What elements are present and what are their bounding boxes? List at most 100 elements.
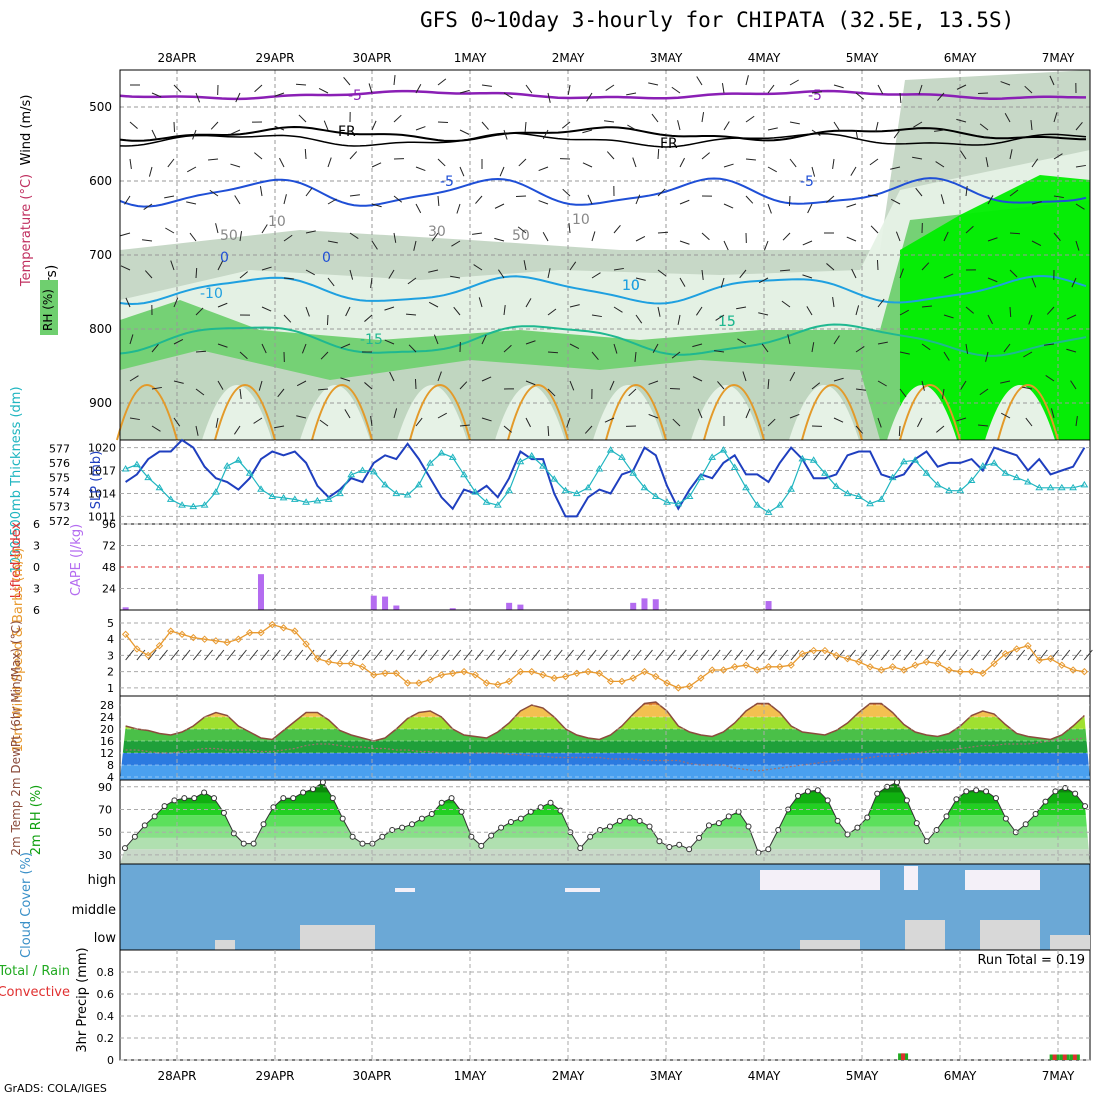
wind-barb-upper bbox=[635, 277, 646, 281]
rh-legend-swatch bbox=[40, 280, 58, 335]
rh-marker bbox=[537, 804, 544, 811]
wind-speed-marker bbox=[843, 654, 852, 663]
wind-barb-upper bbox=[317, 388, 329, 391]
temp-tick-label: 24 bbox=[100, 711, 114, 724]
surface-wind-barb bbox=[598, 649, 608, 661]
wind-barb-upper bbox=[515, 195, 527, 198]
wind-barb-upper bbox=[327, 277, 335, 287]
slp-tick-label: 1014 bbox=[88, 487, 116, 500]
surface-wind-barb bbox=[587, 649, 597, 661]
surface-wind-barb bbox=[542, 649, 552, 661]
surface-wind-barb bbox=[497, 649, 507, 661]
wind-barb-upper bbox=[525, 340, 536, 345]
wind-barb-upper bbox=[393, 232, 397, 243]
wind-barb-upper bbox=[1000, 81, 1011, 86]
wind-speed-marker bbox=[855, 658, 863, 666]
wind-barb-upper bbox=[869, 158, 879, 166]
rh-marker bbox=[646, 823, 653, 830]
wind-speed-marker bbox=[324, 658, 333, 666]
surface-wind-barb bbox=[260, 649, 270, 661]
thickness-marker bbox=[854, 492, 863, 499]
convective-bar bbox=[1062, 1054, 1067, 1060]
surface-wind-barb bbox=[339, 649, 349, 661]
wind-barb-upper bbox=[566, 417, 571, 428]
wind-barb-upper bbox=[739, 269, 747, 279]
wind-speed-marker bbox=[900, 666, 908, 674]
pressure-tick-label: 800 bbox=[89, 322, 112, 336]
precip-label: 3hr Precip (mm) bbox=[75, 947, 90, 1052]
lifted-index-label: Lifted Index bbox=[9, 521, 24, 598]
wind-barb-upper bbox=[921, 343, 931, 351]
rh-marker bbox=[587, 833, 594, 840]
thickness-marker bbox=[257, 485, 265, 492]
credit-label: GrADS: COLA/IGES bbox=[4, 1082, 107, 1095]
contour-label: -15 bbox=[360, 332, 383, 348]
wind-barb-upper bbox=[296, 415, 307, 419]
wind-barb-upper bbox=[368, 83, 373, 94]
wind-speed-marker bbox=[809, 646, 818, 655]
wind-speed-marker bbox=[144, 651, 152, 660]
surface-wind-barb bbox=[407, 649, 417, 661]
wind-barb-upper bbox=[129, 121, 138, 129]
wind-barb-upper bbox=[811, 129, 821, 137]
surface-wind-barb bbox=[858, 649, 868, 661]
wind-barb-upper bbox=[613, 267, 624, 271]
wind-barb-upper bbox=[867, 194, 879, 197]
high-cloud-patch bbox=[965, 870, 1040, 890]
wind-speed-marker bbox=[257, 629, 265, 637]
wind-speed-marker bbox=[1080, 667, 1089, 676]
wind-speed-marker bbox=[403, 679, 412, 687]
wind-speed-marker bbox=[708, 666, 716, 674]
surface-wind-barb bbox=[429, 649, 439, 661]
rh-marker bbox=[844, 831, 851, 838]
thickness-marker bbox=[584, 483, 592, 491]
contour-label: 50 bbox=[512, 228, 530, 244]
surface-wind-barb bbox=[835, 649, 845, 661]
wind-barb-upper bbox=[979, 123, 989, 131]
wind-speed-marker bbox=[200, 635, 209, 643]
slp-line bbox=[125, 438, 1086, 518]
temp-tick-label: 12 bbox=[100, 747, 114, 760]
thickness-marker bbox=[798, 454, 807, 462]
wind-barb-upper bbox=[547, 388, 556, 397]
wind-barb-upper bbox=[568, 223, 571, 234]
temp-tick-label: 20 bbox=[100, 723, 114, 736]
isotherm-20-bump bbox=[899, 384, 961, 441]
wind-barb-upper bbox=[125, 297, 131, 308]
thickness-marker bbox=[843, 489, 852, 497]
wind-barb-upper bbox=[761, 343, 769, 353]
wind-barb-upper bbox=[1003, 343, 1011, 353]
wind-barb-upper bbox=[1066, 314, 1077, 320]
surface-wind-barb bbox=[948, 649, 958, 661]
rh-marker bbox=[795, 792, 802, 799]
wind-barb-upper bbox=[767, 84, 775, 94]
wind-speed-marker bbox=[561, 672, 570, 681]
wind-barb-upper bbox=[851, 268, 857, 279]
rh-marker bbox=[636, 817, 643, 824]
wind-barb-upper bbox=[523, 260, 527, 271]
thickness-marker bbox=[166, 495, 175, 502]
thickness-marker bbox=[775, 501, 784, 508]
surface-wind-barb bbox=[621, 649, 631, 661]
wind-barb-upper bbox=[1053, 112, 1058, 123]
wind-barb-upper bbox=[173, 417, 181, 427]
wind-barb-upper bbox=[547, 351, 559, 354]
rh-marker bbox=[448, 795, 455, 802]
wind-speed-marker bbox=[979, 669, 987, 677]
wind-barb-upper bbox=[415, 417, 423, 427]
surface-wind-barb bbox=[790, 649, 800, 661]
wind-speed-marker bbox=[223, 638, 231, 647]
wind-barb-upper bbox=[634, 351, 637, 362]
thickness-marker bbox=[155, 483, 164, 491]
wind-speed-marker bbox=[1058, 661, 1066, 669]
thickness-marker bbox=[809, 456, 818, 463]
wind-speed-marker bbox=[1035, 656, 1043, 665]
wind-barb-upper bbox=[258, 380, 263, 391]
wind-barb-upper bbox=[935, 161, 945, 168]
thickness-marker bbox=[211, 488, 220, 495]
rh-marker bbox=[280, 795, 287, 802]
wind-barb-upper bbox=[1000, 380, 1011, 384]
wind-barb-upper bbox=[305, 230, 316, 234]
surface-wind-barb bbox=[677, 649, 687, 661]
